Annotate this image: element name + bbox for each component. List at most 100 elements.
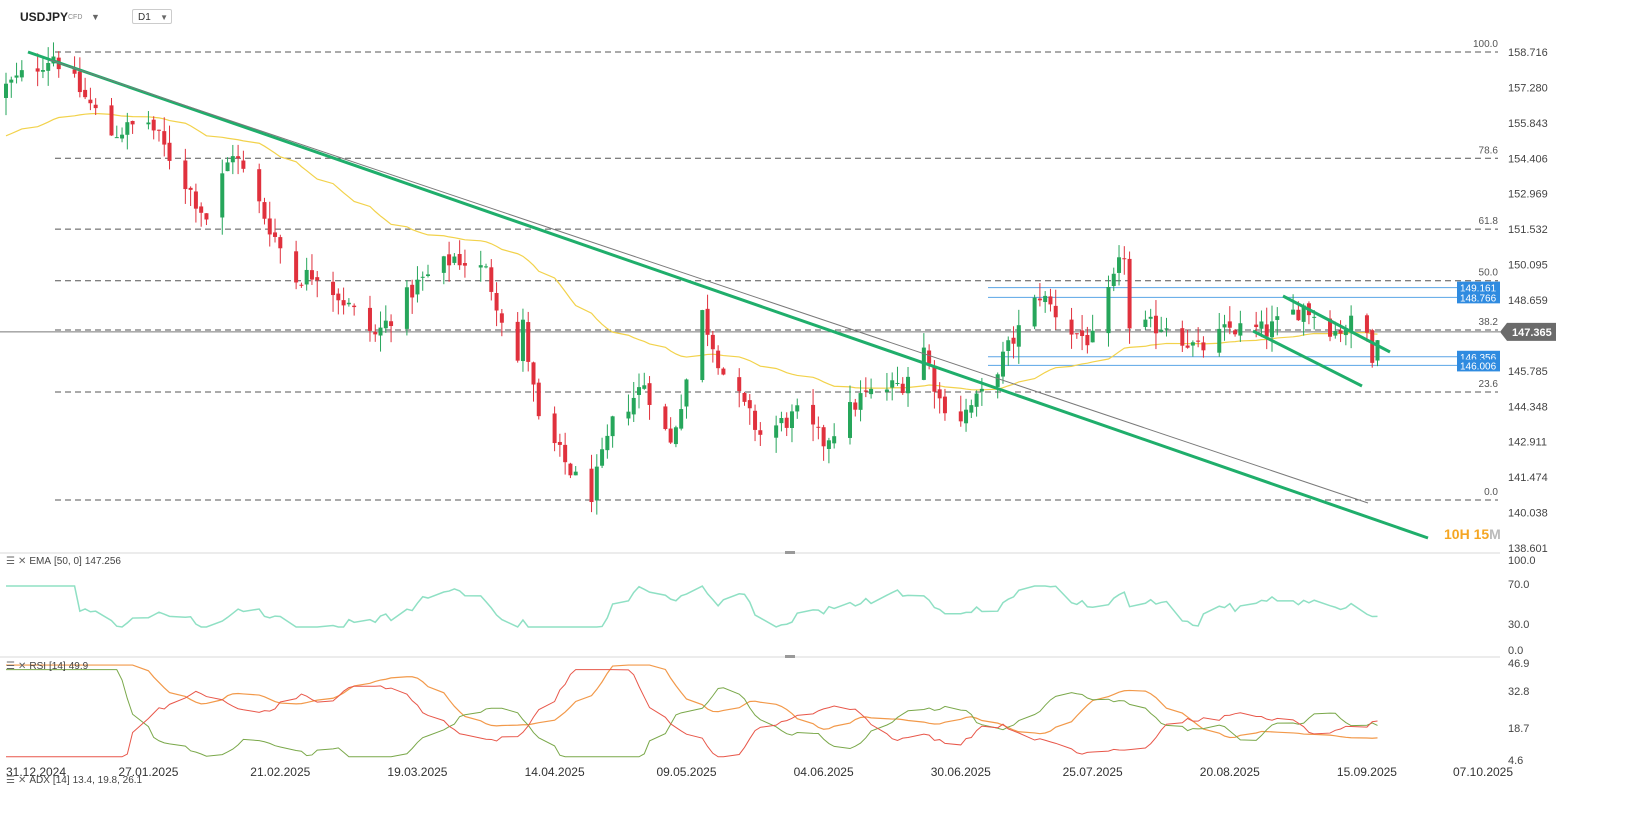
candle-body [410,284,415,298]
time-axis-label: 31.12.2024 [6,765,66,779]
candle-body [552,413,557,444]
candle-body [273,232,278,237]
candle-body [1296,309,1301,321]
adx-name: ADX [29,775,50,786]
ema-params: [50, 0] [54,556,82,567]
candle-body [77,71,82,93]
candle-body [19,70,24,78]
candle-body [1143,319,1148,327]
adx-axis-label: 18.7 [1508,723,1529,735]
candle-body [863,390,868,392]
range-level-tag-label: 146.356 [1460,353,1497,364]
price-axis-label: 138.601 [1508,543,1548,555]
candle-body [83,89,88,98]
timeframe-select[interactable]: D1 ▼ [132,9,172,24]
candle-body [979,388,984,392]
candle-body [1111,273,1116,287]
candle-body [637,387,641,395]
candle-body [1233,330,1238,335]
candle-body [647,383,652,405]
candle-body [114,137,119,139]
candle-body [452,256,457,263]
candle-body [304,269,309,285]
candle-body [1106,286,1111,334]
candle-body [700,310,705,380]
candle-body [1185,345,1190,348]
candle-body [1127,258,1132,329]
symbol-type-badge: CFD [68,14,83,21]
candle-body [1291,309,1296,315]
candle-body [1117,257,1122,273]
candle-body [315,277,320,281]
candle-body [1338,330,1343,334]
adx-params: [14] [52,775,70,786]
candle-body [1254,324,1259,328]
rsi-params: [14] [49,661,66,672]
candle-body [1333,331,1338,336]
candle-body [230,156,235,163]
candle-body [241,160,246,169]
chevron-down-icon: ▼ [160,13,168,22]
candle-body [811,404,816,425]
candle-body [420,276,425,278]
candle-body [267,218,272,235]
candle-body [826,440,831,449]
candle-body [109,105,114,136]
candle-body [1238,323,1243,336]
candle-body [1270,321,1274,338]
close-icon[interactable]: ✕ [17,775,27,786]
candle-body [895,382,900,384]
candle-body [346,302,351,305]
candle-body [367,307,372,331]
range-level-tag [1457,359,1500,372]
candle-body [1328,318,1333,337]
candle-body [389,321,394,327]
settings-icon[interactable]: ☰ [6,556,15,567]
candles-group [4,42,1380,515]
time-axis-label: 07.10.2025 [1453,765,1513,779]
candle-body [884,389,889,392]
rsi-axis-label: 0.0 [1508,645,1523,657]
candle-body [1349,315,1354,332]
close-icon[interactable]: ✕ [17,661,27,672]
candle-body [848,402,852,438]
price-axis-label: 145.785 [1508,366,1548,378]
candle-body [1275,316,1280,320]
close-icon[interactable]: ✕ [17,556,27,567]
symbol-name[interactable]: USDJPY [20,10,69,24]
candle-body [906,376,911,394]
candle-body [900,383,905,394]
candle-body [93,104,98,109]
symbol-dropdown-icon[interactable]: ▼ [91,12,100,22]
countdown-minutes-unit: M [1489,526,1501,542]
adx-value: 13.4, 19.8, 26.1 [72,775,143,786]
timeframe-value: D1 [138,12,151,23]
candle-body [758,430,763,435]
candle-body [1148,316,1153,319]
price-axis-label: 155.843 [1508,118,1548,130]
candle-body [1196,340,1201,342]
candle-body [125,122,130,135]
settings-icon[interactable]: ☰ [6,661,15,672]
candle-body [964,409,969,424]
range-level-tag [1457,281,1500,294]
candle-body [1016,325,1021,347]
candle-body [626,411,631,419]
fib-level-label: 78.6 [1479,145,1499,156]
candle-body [183,160,188,190]
candle-body [1085,334,1090,346]
candle-body [188,187,193,190]
candle-body [426,274,430,277]
candle-body [1259,321,1264,329]
candle-body [684,379,689,407]
candle-body [146,122,151,125]
candle-body [821,427,826,447]
settings-icon[interactable]: ☰ [6,775,15,786]
time-axis-label: 30.06.2025 [931,765,991,779]
candle-body [1375,340,1380,361]
candle-body [663,406,668,429]
candle-body [1312,316,1317,318]
adx-line [6,664,1378,739]
candle-body [705,308,710,335]
